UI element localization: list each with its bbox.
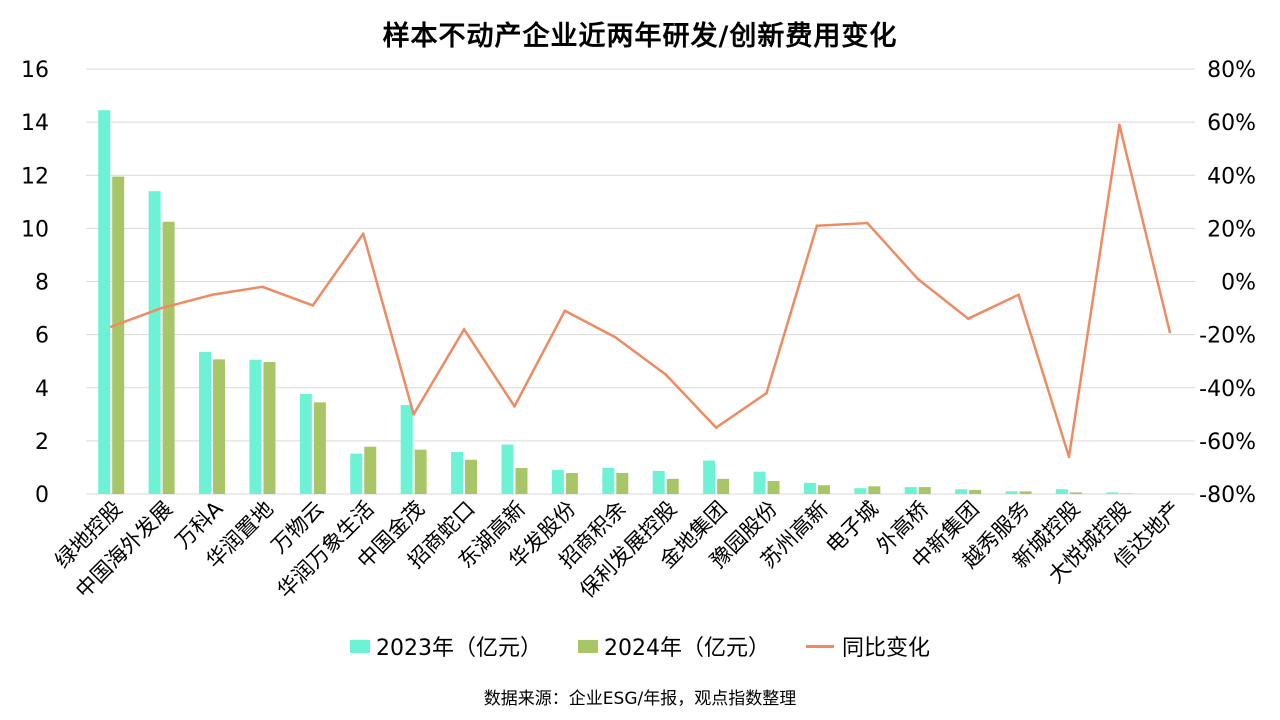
- bar-2023: [350, 453, 363, 494]
- bar-2023: [400, 405, 413, 494]
- yoy-point: [815, 224, 819, 228]
- yoy-point: [613, 335, 617, 339]
- bar-2024: [213, 359, 226, 494]
- yoy-point: [210, 293, 214, 297]
- yoy-point: [1017, 293, 1020, 297]
- bar-2024: [666, 478, 679, 494]
- bar-2023: [703, 460, 716, 494]
- y-left-tick-label: 10: [21, 217, 49, 242]
- y-right-tick-label: 80%: [1207, 58, 1256, 83]
- bar-2023: [199, 351, 212, 494]
- yoy-point: [966, 317, 970, 320]
- bar-2023: [1005, 491, 1018, 494]
- y-left-tick-label: 6: [35, 324, 49, 349]
- bar-2023: [451, 452, 464, 494]
- yoy-point: [361, 232, 365, 235]
- yoy-point: [563, 309, 567, 313]
- bar-2023: [551, 469, 564, 494]
- legend-swatch-yoy: [805, 644, 834, 648]
- y-left-tick-label: 4: [35, 377, 49, 402]
- bar-2024: [112, 176, 125, 494]
- yoy-point: [866, 221, 869, 225]
- yoy-point: [513, 405, 516, 408]
- y-right-tick-label: -80%: [1199, 483, 1256, 508]
- y-left-tick-label: 14: [21, 111, 49, 136]
- y-right-tick-label: -20%: [1199, 324, 1256, 349]
- bar-2023: [148, 191, 161, 494]
- bar-2023: [602, 467, 615, 494]
- bar-2024: [918, 487, 931, 494]
- y-left-tick-label: 8: [35, 271, 49, 296]
- yoy-point: [261, 285, 264, 289]
- bar-2023: [1055, 489, 1068, 494]
- bar-2024: [1069, 492, 1082, 494]
- bar-2023: [803, 482, 816, 494]
- bar-2024: [364, 446, 377, 494]
- bar-2024: [565, 473, 578, 494]
- yoy-point: [109, 325, 113, 328]
- yoy-point: [765, 391, 768, 395]
- bar-2024: [465, 459, 478, 494]
- yoy-point: [916, 277, 920, 281]
- y-right-tick-label: 20%: [1207, 217, 1256, 242]
- legend-label-2023: 2023年（亿元）: [375, 636, 542, 661]
- bar-2024: [162, 221, 175, 494]
- yoy-point: [1067, 455, 1071, 459]
- y-left-tick-label: 12: [21, 164, 49, 189]
- bar-2024: [717, 478, 730, 494]
- bar-2024: [1120, 493, 1133, 494]
- legend-item-yoy: 同比变化: [805, 630, 930, 662]
- y-left-tick-label: 16: [21, 58, 49, 83]
- bar-2023: [854, 488, 867, 494]
- bar-2023: [501, 444, 514, 494]
- bar-2024: [1019, 491, 1032, 494]
- bar-2024: [969, 490, 982, 494]
- legend-label-yoy: 同比变化: [841, 636, 930, 661]
- bar-2024: [313, 402, 326, 494]
- yoy-point: [664, 373, 668, 376]
- bar-2023: [249, 359, 262, 494]
- bar-2023: [753, 471, 766, 494]
- yoy-point: [1168, 330, 1172, 334]
- bar-2024: [868, 486, 881, 494]
- yoy-point: [311, 304, 315, 307]
- chart-title: 样本不动产企业近两年研发/创新费用变化: [382, 21, 898, 52]
- bar-2024: [515, 467, 528, 494]
- yoy-point: [462, 328, 466, 331]
- bar-2023: [1106, 492, 1119, 494]
- bar-2024: [616, 473, 629, 494]
- bar-2023: [955, 489, 968, 494]
- bar-2024: [767, 480, 780, 494]
- bar-2024: [817, 485, 830, 494]
- y-right-tick-label: -60%: [1199, 430, 1256, 455]
- yoy-line: [110, 123, 1172, 459]
- bar-2023: [904, 487, 917, 494]
- yoy-point: [160, 306, 163, 310]
- legend-label-2024: 2024年（亿元）: [603, 636, 770, 661]
- bar-2023: [652, 470, 665, 494]
- y-right-tick-label: 60%: [1207, 111, 1256, 136]
- x-tick-label: 电子城: [821, 497, 883, 559]
- y-left-tick-label: 0: [35, 483, 49, 508]
- y-right-tick-label: 40%: [1207, 164, 1256, 189]
- bar-2023: [299, 393, 312, 494]
- legend-item-2023: 2023年（亿元）: [349, 630, 542, 662]
- y-left-tick-label: 2: [35, 430, 49, 455]
- legend: 2023年（亿元） 2024年（亿元） 同比变化: [0, 630, 1280, 662]
- y-right-tick-label: -40%: [1199, 377, 1256, 402]
- y-right-tick-label: 0%: [1221, 271, 1256, 296]
- source-note: 数据来源：企业ESG/年报，观点指数整理: [483, 689, 797, 709]
- bar-2024: [414, 449, 427, 494]
- legend-swatch-2023: [349, 639, 370, 653]
- yoy-point: [1118, 123, 1121, 127]
- yoy-point: [412, 413, 415, 416]
- legend-item-2024: 2024年（亿元）: [577, 630, 770, 662]
- bar-2023: [98, 110, 111, 494]
- bar-2024: [263, 361, 276, 494]
- yoy-point: [714, 426, 718, 429]
- legend-swatch-2024: [577, 639, 598, 653]
